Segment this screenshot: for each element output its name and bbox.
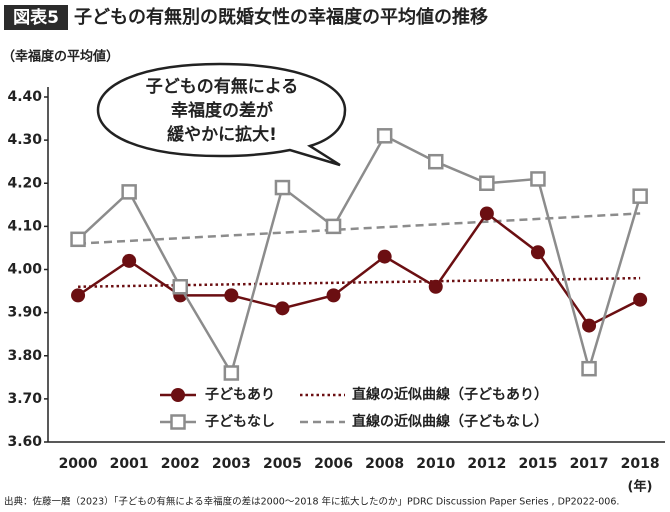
speech-bubble (96, 62, 347, 167)
y-tick-label: 3.90 (7, 305, 42, 321)
data-point (70, 231, 86, 248)
y-tick-label: 3.80 (7, 348, 42, 364)
data-point (479, 175, 495, 191)
x-tick-label: 2003 (212, 456, 251, 472)
y-tick-label: 4.30 (7, 132, 42, 148)
data-point (633, 292, 648, 307)
x-tick-label: 2005 (263, 456, 302, 472)
badge: 図表5 (13, 7, 59, 28)
legend-label: 直線の近似曲線（子どもなし） (352, 413, 548, 430)
data-point (274, 179, 291, 196)
x-tick-label: 2010 (416, 456, 455, 472)
y-tick-label: 3.60 (7, 434, 42, 450)
x-tick-label: 2008 (365, 456, 404, 472)
y-tick-label: 4.20 (7, 175, 42, 191)
y-tick-label: 4.10 (7, 218, 42, 234)
data-point (530, 245, 545, 260)
data-point (530, 171, 546, 187)
x-axis-unit: (年) (628, 479, 653, 495)
legend-label: 子どもあり (205, 387, 275, 403)
series-line (77, 211, 641, 328)
data-point (172, 279, 188, 295)
data-point (224, 288, 239, 303)
x-tick-label: 2001 (110, 456, 149, 472)
y-tick-label: 4.40 (7, 89, 42, 105)
data-point (325, 218, 342, 235)
data-point (326, 288, 341, 303)
x-tick-label: 2002 (161, 456, 200, 472)
data-point (632, 188, 648, 204)
y-tick-label: 4.00 (7, 262, 42, 278)
x-tick-label: 2018 (621, 456, 660, 472)
annotation: 緩やかに拡大! (167, 124, 277, 145)
data-point (223, 365, 240, 381)
y-axis-label: （幸福度の平均値） (2, 49, 119, 65)
x-tick-label: 2015 (518, 456, 557, 472)
data-point (275, 301, 290, 316)
legend-label: 子どもなし (205, 414, 275, 430)
data-point (122, 253, 137, 268)
y-tick-label: 3.70 (7, 391, 42, 407)
chart-title: 子どもの有無別の既婚女性の幸福度の平均値の推移 (74, 6, 488, 28)
annotation: 子どもの有無による (146, 76, 299, 97)
data-point (428, 279, 443, 294)
data-point (376, 128, 393, 144)
legend-marker (170, 414, 186, 430)
trend-line (77, 212, 641, 245)
series-line (77, 134, 642, 377)
data-point (581, 360, 597, 377)
annotation: 幸福度の差が (171, 100, 273, 121)
data-point (121, 184, 137, 200)
data-point (428, 153, 444, 170)
x-tick-label: 2000 (59, 456, 98, 472)
x-tick-label: 2012 (467, 456, 506, 472)
data-point (377, 249, 392, 264)
badge-box (4, 5, 68, 30)
source: 出典：佐藤一磨（2023）「子どもの有無による幸福度の差は2000〜2018 年… (4, 496, 619, 508)
data-point (479, 206, 494, 221)
legend-marker (171, 388, 185, 402)
x-tick-label: 2017 (570, 456, 609, 472)
data-point (582, 318, 597, 333)
data-point (71, 288, 86, 303)
legend-label: 直線の近似曲線（子どもあり） (352, 386, 548, 403)
trend-line (78, 276, 641, 288)
x-tick-label: 2006 (314, 456, 353, 472)
